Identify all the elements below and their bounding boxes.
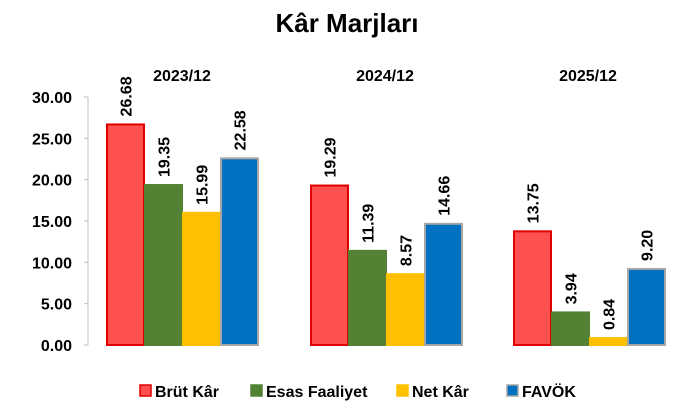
y-axis: 0.00 5.00 10.00 15.00 20.00 25.00 30.00 xyxy=(32,90,89,355)
category-labels-group: 2023/12 2024/12 2025/12 xyxy=(153,68,617,85)
legend-swatch xyxy=(396,384,409,397)
data-label: 26.68 xyxy=(119,76,136,116)
bar xyxy=(589,337,628,346)
y-tick-label: 5.00 xyxy=(41,297,72,314)
legend-item: Brüt Kâr xyxy=(139,384,219,401)
data-label: 22.58 xyxy=(233,110,250,150)
y-tick-label: 25.00 xyxy=(32,131,72,148)
bar xyxy=(182,211,221,346)
category-label: 2024/12 xyxy=(356,68,414,85)
legend: Brüt Kâr Esas Faaliyet Net Kâr FAVÖK xyxy=(139,382,576,401)
data-label: 9.20 xyxy=(640,230,657,261)
category-label: 2025/12 xyxy=(559,68,617,85)
legend-label: Net Kâr xyxy=(412,384,469,401)
bar xyxy=(513,230,552,346)
data-label: 15.99 xyxy=(195,165,212,205)
data-label: 8.57 xyxy=(399,235,416,266)
legend-item: FAVÖK xyxy=(506,382,576,401)
data-label: 3.94 xyxy=(564,273,581,304)
y-tick-label: 15.00 xyxy=(32,214,72,231)
category-label: 2023/12 xyxy=(153,68,211,85)
bar xyxy=(144,184,183,346)
bar xyxy=(627,267,666,346)
legend-swatch xyxy=(506,384,519,397)
data-labels-group: 26.68 19.29 13.75 19.35 11.39 3.94 15.99 8.57 0.… xyxy=(119,76,657,330)
data-label: 14.66 xyxy=(437,176,454,216)
legend-label: FAVÖK xyxy=(522,382,576,401)
legend-label: Brüt Kâr xyxy=(155,384,219,401)
y-tick-label: 10.00 xyxy=(32,255,72,272)
legend-item: Net Kâr xyxy=(396,384,469,401)
legend-item: Esas Faaliyet xyxy=(250,384,368,401)
bars-group xyxy=(106,123,666,347)
data-label: 0.84 xyxy=(602,299,619,330)
legend-swatch xyxy=(139,384,152,397)
data-label: 19.35 xyxy=(157,137,174,177)
bar xyxy=(551,311,590,346)
bar xyxy=(386,273,425,346)
bar xyxy=(220,157,259,346)
data-label: 19.29 xyxy=(323,137,340,177)
data-label: 11.39 xyxy=(361,204,378,243)
bar xyxy=(106,123,145,347)
chart-title: Kâr Marjları xyxy=(275,8,418,38)
y-tick-label: 20.00 xyxy=(32,173,72,190)
y-tick-label: 30.00 xyxy=(32,90,72,107)
legend-swatch xyxy=(250,384,263,397)
bar xyxy=(424,222,463,346)
legend-label: Esas Faaliyet xyxy=(266,384,368,401)
data-label: 13.75 xyxy=(526,183,543,223)
y-tick-label: 0.00 xyxy=(41,338,72,355)
bar xyxy=(348,249,387,346)
bar xyxy=(310,184,349,346)
